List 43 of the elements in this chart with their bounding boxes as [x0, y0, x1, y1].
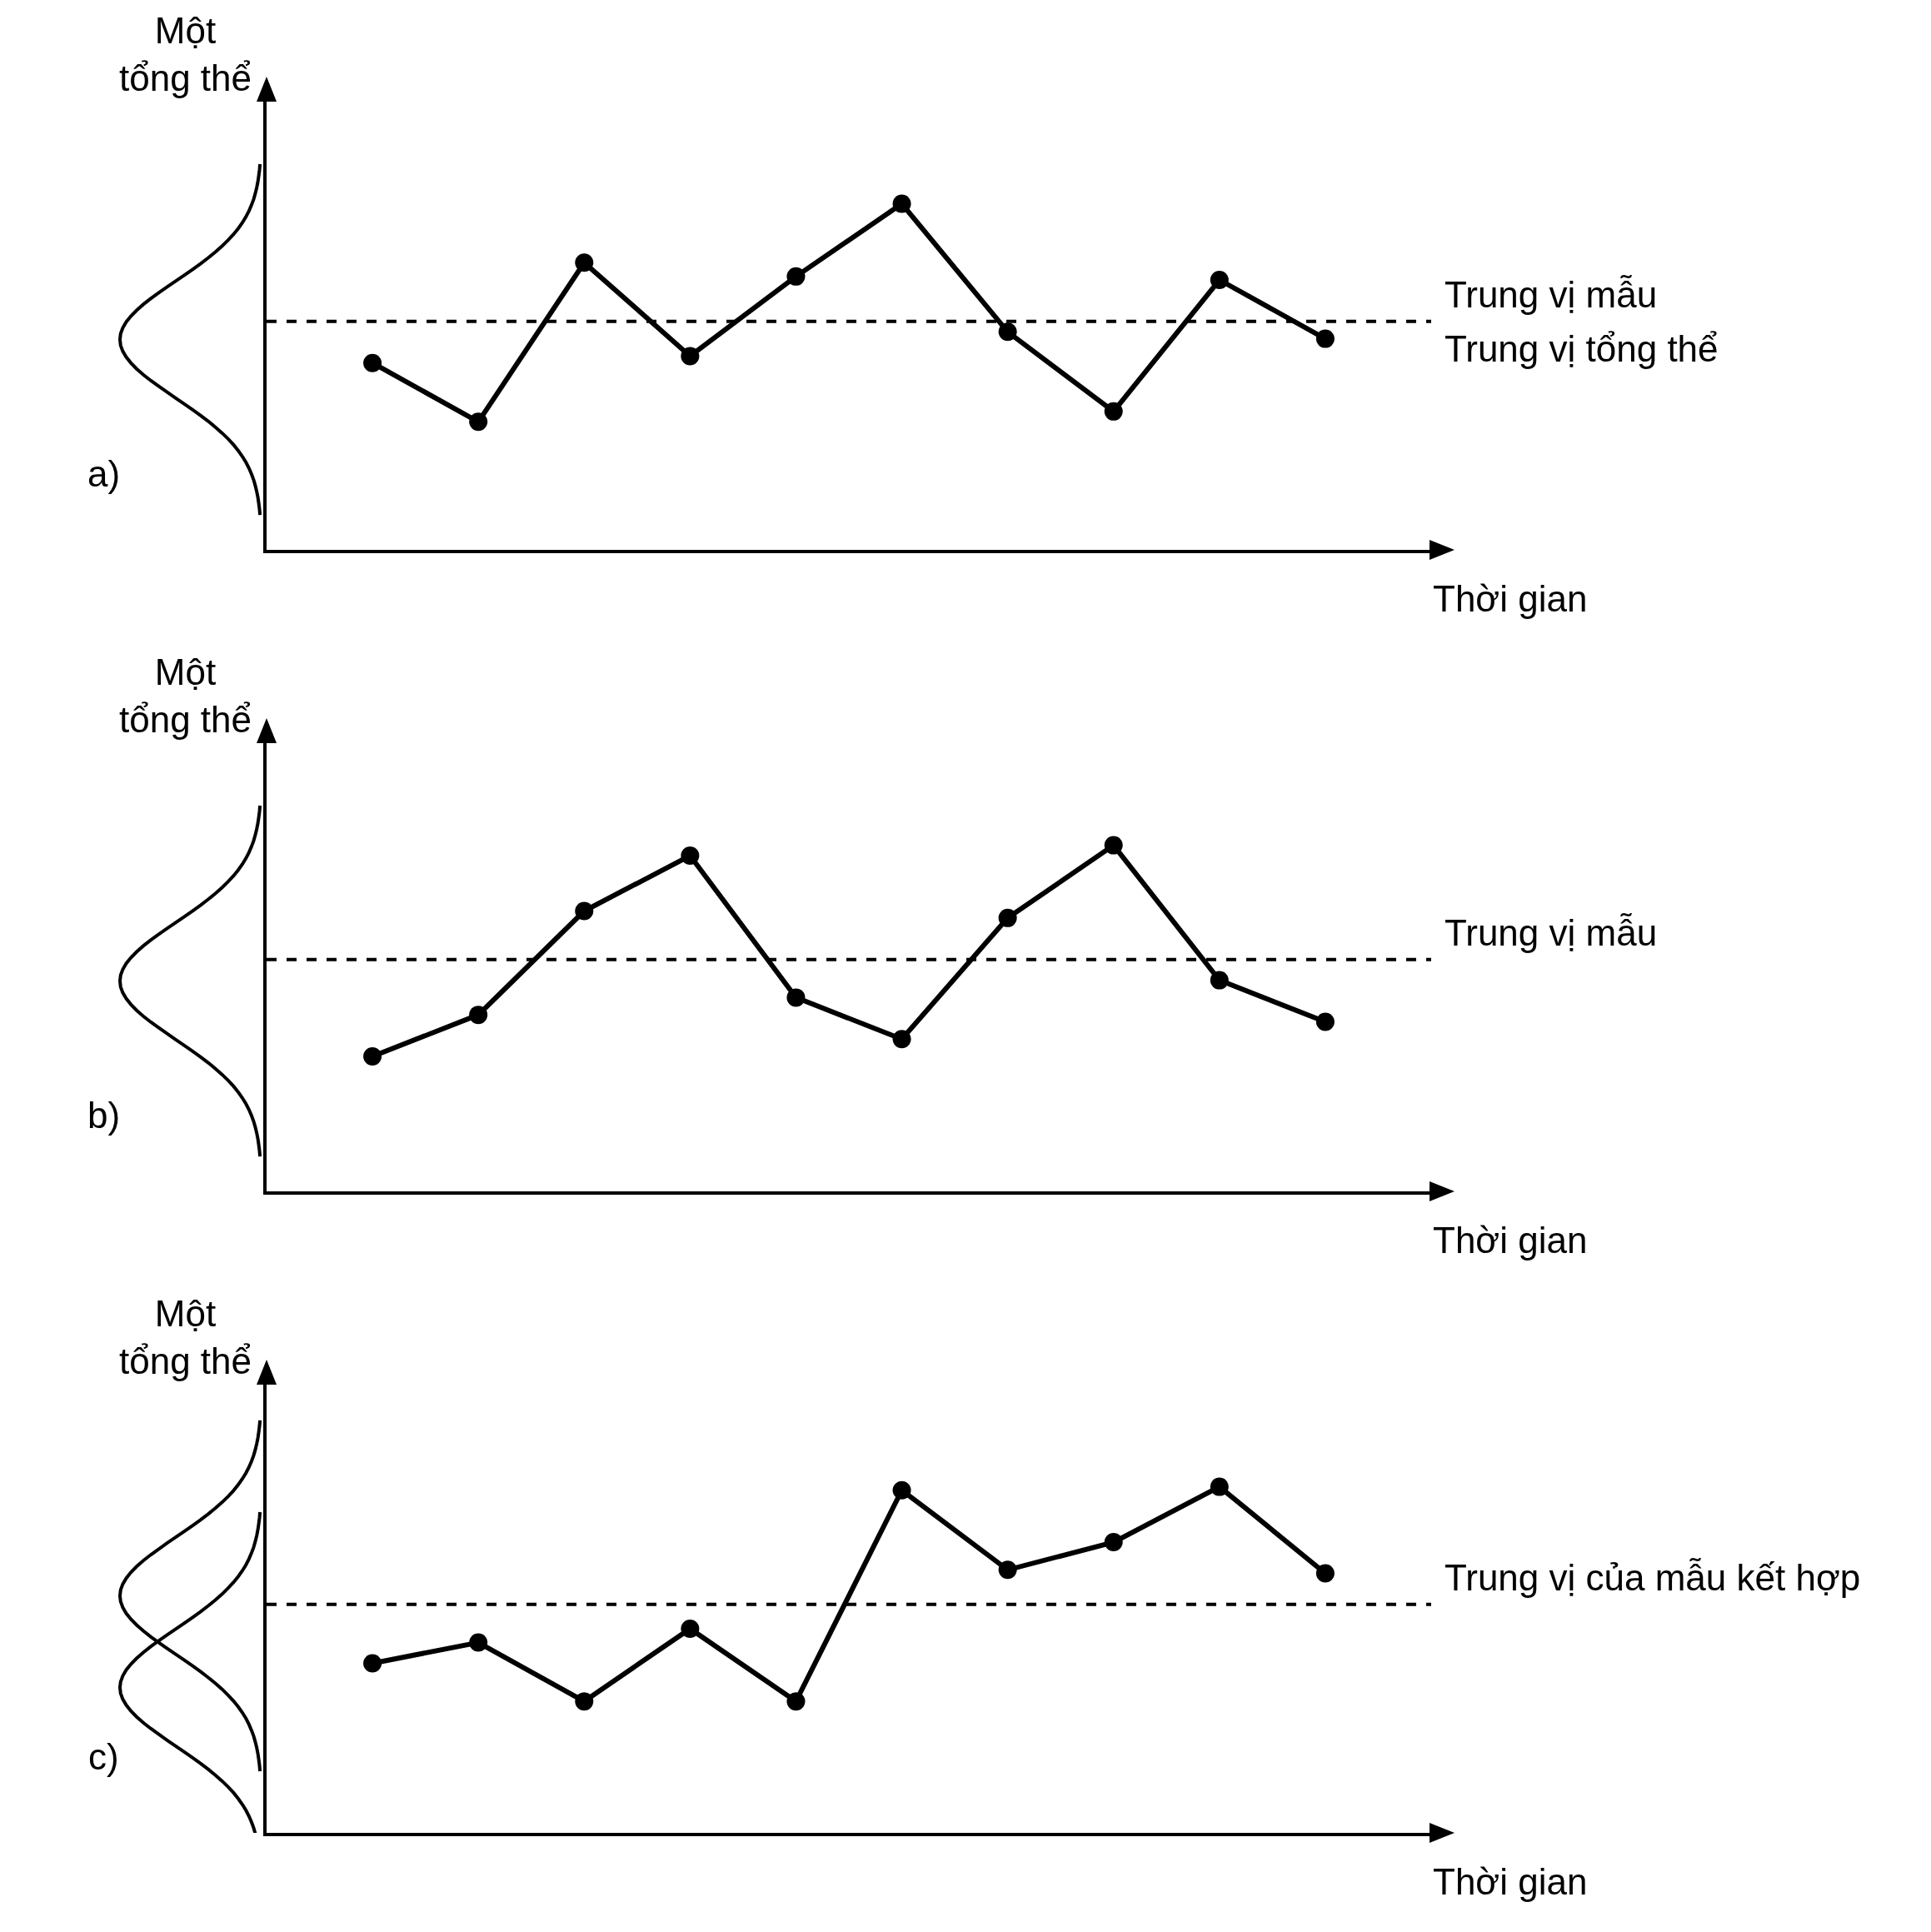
point: [1315, 329, 1335, 348]
point: [1210, 271, 1229, 289]
point: [786, 988, 806, 1007]
point: [892, 194, 911, 213]
x-axis-title: Thời gian: [1433, 1220, 1588, 1261]
point: [1104, 836, 1123, 855]
point: [363, 1654, 382, 1673]
x-axis-title: Thời gian: [1433, 578, 1588, 619]
point: [892, 1480, 911, 1500]
text: b): [87, 1095, 121, 1136]
point: [469, 1633, 488, 1652]
point: [1210, 1477, 1229, 1496]
y-axis-title: Một tổng thể: [119, 651, 252, 741]
point: [575, 901, 594, 921]
point: [786, 1692, 806, 1711]
point: [998, 1560, 1017, 1580]
point: [786, 267, 806, 286]
point: [1104, 402, 1123, 421]
text: Trung vị tổng thể: [1445, 328, 1719, 369]
point: [469, 412, 488, 432]
text: c): [88, 1736, 119, 1777]
x-axis-title: Thời gian: [1433, 1861, 1588, 1902]
point: [681, 347, 700, 366]
ref-line-label: Trung vị của mẫu kết hợp: [1445, 1557, 1861, 1598]
point: [363, 353, 382, 372]
point: [1104, 1533, 1123, 1552]
point: [469, 1006, 488, 1025]
point: [363, 1047, 382, 1066]
y-axis-title: Một tổng thể: [119, 10, 252, 99]
ref-line-label: Trung vị mẫu: [1445, 274, 1658, 315]
ref-line-label: Trung vị mẫu: [1445, 912, 1658, 953]
point: [1210, 971, 1229, 990]
point: [1315, 1564, 1335, 1583]
point: [681, 1619, 700, 1638]
point: [575, 1692, 594, 1711]
text: a): [87, 453, 121, 494]
point: [998, 908, 1017, 927]
point: [892, 1030, 911, 1049]
point: [575, 253, 594, 272]
point: [998, 322, 1017, 342]
point: [681, 846, 700, 866]
point: [1315, 1012, 1335, 1031]
y-axis-title: Một tổng thể: [119, 1293, 252, 1382]
